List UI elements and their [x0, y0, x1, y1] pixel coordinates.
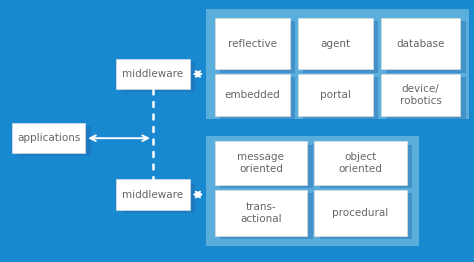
FancyBboxPatch shape [298, 18, 373, 69]
Text: message
oriented: message oriented [237, 152, 284, 174]
FancyBboxPatch shape [12, 123, 85, 153]
FancyBboxPatch shape [314, 141, 407, 185]
FancyBboxPatch shape [215, 18, 290, 69]
FancyBboxPatch shape [220, 145, 313, 188]
FancyBboxPatch shape [18, 126, 91, 156]
FancyBboxPatch shape [122, 183, 195, 213]
FancyBboxPatch shape [206, 136, 419, 246]
FancyBboxPatch shape [320, 145, 412, 188]
FancyBboxPatch shape [122, 62, 195, 92]
Text: procedural: procedural [332, 208, 389, 218]
FancyBboxPatch shape [381, 74, 460, 116]
FancyBboxPatch shape [386, 77, 466, 119]
Text: object
oriented: object oriented [338, 152, 383, 174]
Text: portal: portal [319, 90, 351, 100]
Text: agent: agent [320, 39, 350, 49]
FancyBboxPatch shape [116, 179, 190, 210]
FancyBboxPatch shape [215, 190, 307, 236]
FancyBboxPatch shape [220, 21, 295, 73]
FancyBboxPatch shape [381, 18, 460, 69]
FancyBboxPatch shape [314, 190, 407, 236]
FancyBboxPatch shape [206, 9, 469, 119]
Text: applications: applications [17, 133, 80, 143]
FancyBboxPatch shape [303, 21, 378, 73]
FancyBboxPatch shape [298, 74, 373, 116]
FancyBboxPatch shape [303, 77, 378, 119]
FancyBboxPatch shape [215, 74, 290, 116]
Text: reflective: reflective [228, 39, 277, 49]
FancyBboxPatch shape [386, 21, 466, 73]
FancyBboxPatch shape [320, 193, 412, 239]
Text: embedded: embedded [224, 90, 280, 100]
FancyBboxPatch shape [215, 141, 307, 185]
Text: device/
robotics: device/ robotics [400, 84, 441, 106]
FancyBboxPatch shape [220, 77, 295, 119]
FancyBboxPatch shape [220, 193, 313, 239]
Text: middleware: middleware [122, 69, 183, 79]
Text: middleware: middleware [122, 189, 183, 200]
FancyBboxPatch shape [116, 59, 190, 89]
Text: trans-
actional: trans- actional [240, 202, 282, 224]
Text: database: database [396, 39, 445, 49]
